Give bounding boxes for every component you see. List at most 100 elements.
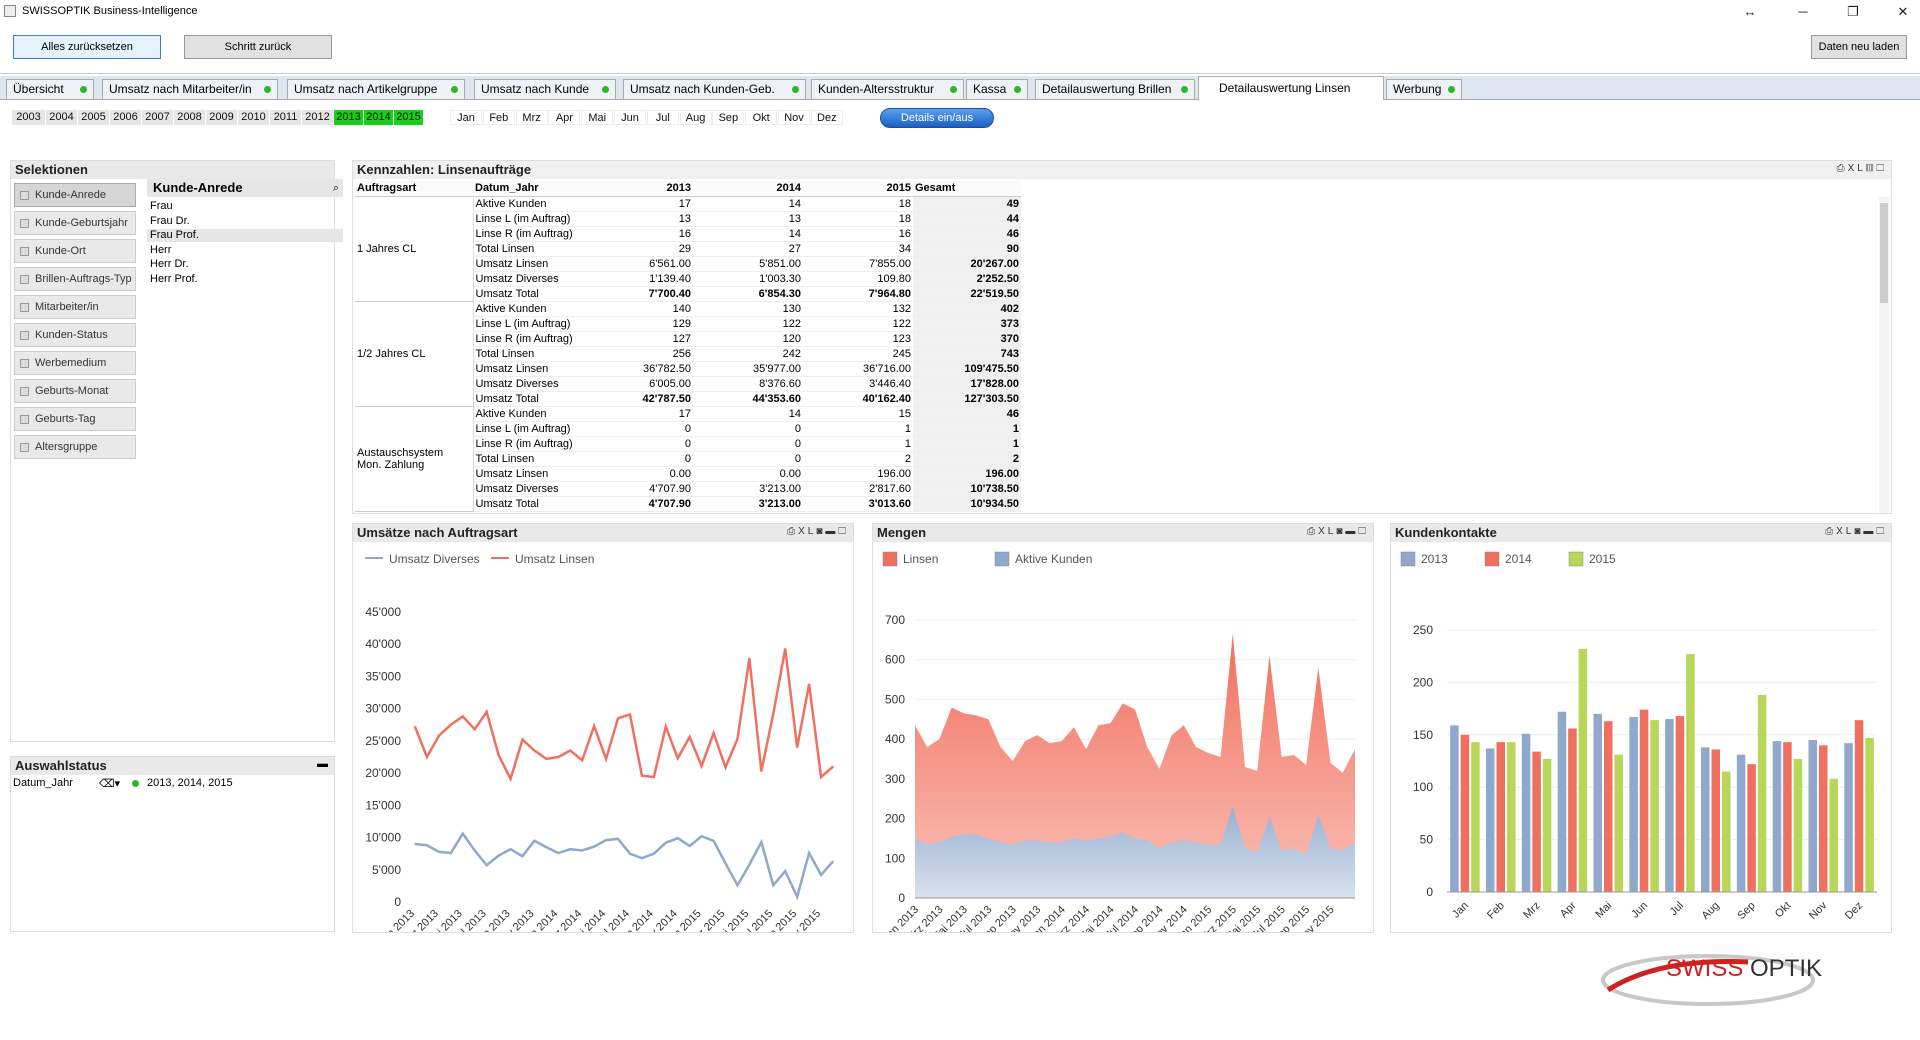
month-filter-mai[interactable]: Mai [581,110,614,125]
pivot-header-auftragsart[interactable]: Auftragsart [355,181,473,197]
tab-umsatz-kunde[interactable]: Umsatz nach Kunde [474,79,616,99]
reload-data-button[interactable]: Daten neu laden [1811,35,1907,59]
chart-type-icon[interactable]: ◙ [816,526,826,537]
selection-button-0[interactable]: Kunde-Anrede [14,183,136,207]
scrollbar-thumb[interactable] [1880,203,1888,303]
pivot-cell: 1'003.30 [693,271,803,287]
data-point [569,848,572,850]
excel-icon[interactable]: XL [1836,526,1855,537]
maximize-icon[interactable]: ☐ [1876,526,1887,537]
print-icon[interactable]: ⎙ [787,526,799,537]
listbox-item[interactable]: Frau Prof. [147,229,343,242]
tab-detail-linsen[interactable]: Detailauswertung Linsen [1198,76,1384,100]
year-filter-2015[interactable]: 2015 [394,110,423,125]
listbox-item[interactable]: Herr Prof. [150,272,198,285]
year-filter-2008[interactable]: 2008 [174,110,205,125]
pivot-header-y1[interactable]: 2013 [583,181,693,197]
year-filter-2007[interactable]: 2007 [142,110,173,125]
pivot-cell: 7'964.80 [803,286,913,302]
chart-type-icon[interactable]: ◙ [1336,526,1346,537]
tab-werbung[interactable]: Werbung [1386,79,1462,99]
year-filter-2005[interactable]: 2005 [78,110,109,125]
year-filter-2013[interactable]: 2013 [334,110,363,125]
month-filter-nov[interactable]: Nov [778,110,810,125]
maximize-icon[interactable]: ☐ [838,526,849,537]
minimize-icon[interactable]: ▬ [1345,526,1359,537]
selection-button-2[interactable]: Kunde-Ort [14,239,136,263]
minimize-icon[interactable]: ▬ [825,526,839,537]
tab-umsatz-kunden-geb[interactable]: Umsatz nach Kunden-Geb. [623,79,806,99]
pivot-header-total[interactable]: Gesamt [913,181,1021,197]
eraser-icon[interactable]: ⌫▾ [99,778,121,790]
reset-all-button[interactable]: Alles zurücksetzen [13,35,161,59]
print-icon[interactable]: ⎙ [1307,526,1319,537]
year-filter-2011[interactable]: 2011 [270,110,301,125]
pivot-cell: 35'977.00 [693,361,803,377]
selection-button-1[interactable]: Kunde-Geburtsjahr [14,211,136,235]
excel-icon[interactable]: XL [1847,163,1866,174]
selection-button-3[interactable]: Brillen-Auftrags-Typ [14,267,136,291]
listbox-item[interactable]: Frau Dr. [150,214,190,227]
data-point [485,864,488,867]
data-point [509,848,512,850]
year-filter-2009[interactable]: 2009 [206,110,237,125]
listbox-item[interactable]: Frau [150,200,173,212]
month-filter-dez[interactable]: Dez [810,110,843,125]
month-filter-apr[interactable]: Apr [548,110,581,125]
excel-icon[interactable]: XL [798,526,817,537]
chart-type-icon[interactable]: ◙ [1854,526,1864,537]
x-tick-label: Mrz [1521,900,1542,921]
print-icon[interactable]: ⎙ [1836,163,1848,174]
maximize-icon[interactable]: ☐ [1876,163,1887,174]
month-filter-mrz[interactable]: Mrz [515,110,548,125]
pivot-group-label[interactable]: Austauschsystem Mon. Zahlung [355,406,474,512]
month-filter-jun[interactable]: Jun [614,110,646,125]
year-filter-2014[interactable]: 2014 [364,110,393,125]
minimize-window-icon[interactable]: ─ [1798,4,1808,19]
details-toggle-button[interactable]: Details ein/aus [880,108,994,128]
year-filter-2003[interactable]: 2003 [12,110,45,125]
tab-umsatz-mitarbeiter[interactable]: Umsatz nach Mitarbeiter/in [102,79,278,99]
month-filter-jan[interactable]: Jan [450,110,482,125]
pivot-header-datum[interactable]: Datum_Jahr [473,181,583,197]
tab-kunden-altersstruktur[interactable]: Kunden-Altersstruktur [811,79,964,99]
listbox-item[interactable]: Herr [150,243,172,256]
pivot-header-y3[interactable]: 2015 [803,181,913,197]
selection-button-5[interactable]: Kunden-Status [14,323,136,347]
minimize-icon[interactable]: ▬ [317,758,328,770]
selection-button-4[interactable]: Mitarbeiter/in [14,295,136,319]
excel-icon[interactable]: XL [1318,526,1337,537]
year-filter-2006[interactable]: 2006 [110,110,141,125]
month-filter-jul[interactable]: Jul [646,110,679,125]
step-back-button[interactable]: Schritt zurück [184,35,332,59]
selection-button-6[interactable]: Werbemedium [14,351,136,375]
listbox-item[interactable]: Herr Dr. [150,258,189,270]
print-icon[interactable]: ⎙ [1825,526,1837,537]
maximize-icon[interactable]: ☐ [1358,526,1369,537]
restore-window-icon[interactable]: ❐ [1847,4,1859,19]
year-filter-2012[interactable]: 2012 [302,110,333,125]
pivot-group-label[interactable]: 1 Jahres CL [355,196,474,302]
month-filter-okt[interactable]: Okt [745,110,778,125]
month-filter-aug[interactable]: Aug [679,110,712,125]
year-filter-2004[interactable]: 2004 [46,110,77,125]
scrollbar[interactable] [1879,197,1889,513]
resize-arrows-icon[interactable]: ↔ [1743,4,1757,19]
tab-umsatz-artikelgruppe[interactable]: Umsatz nach Artikelgruppe [287,79,465,99]
selection-button-9[interactable]: Altersgruppe [14,435,136,459]
tab-detail-brillen[interactable]: Detailauswertung Brillen [1035,79,1195,99]
search-icon[interactable]: ⌕ [332,182,339,194]
month-filter-feb[interactable]: Feb [482,110,515,125]
minimize-icon[interactable]: ▬ [1863,526,1877,537]
tab-kassa[interactable]: Kassa [966,79,1028,99]
bar-2015-aug [1722,771,1731,892]
chart-icon[interactable]: ▥ [1865,163,1877,174]
tab-uebersicht[interactable]: Übersicht [6,79,94,99]
selection-button-7[interactable]: Geburts-Monat [14,379,136,403]
month-filter-sep[interactable]: Sep [712,110,745,125]
pivot-header-y2[interactable]: 2014 [693,181,803,197]
year-filter-2010[interactable]: 2010 [238,110,269,125]
close-window-icon[interactable]: ✕ [1897,4,1909,19]
selection-button-8[interactable]: Geburts-Tag [14,407,136,431]
pivot-group-label[interactable]: 1/2 Jahres CL [355,301,474,407]
